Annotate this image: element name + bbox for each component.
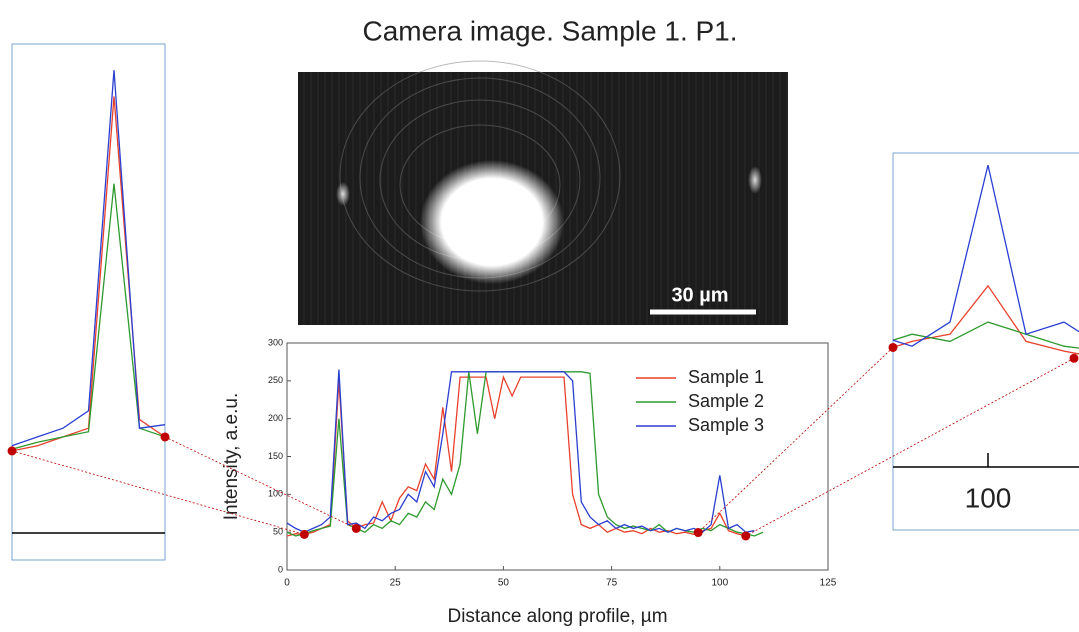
- inset-frame: [11, 43, 166, 561]
- connector: [697, 347, 894, 533]
- range-marker: [299, 529, 309, 539]
- inset-marker: [7, 446, 17, 456]
- side-spot: [336, 182, 350, 206]
- inset-marker: [888, 342, 898, 352]
- y-tick-label: 200: [268, 413, 283, 423]
- series-line: [287, 369, 755, 533]
- legend-label: Sample 3: [688, 415, 764, 435]
- connector: [164, 436, 357, 529]
- inset-x-tick-label: 100: [965, 482, 1012, 513]
- x-tick-label: 0: [284, 578, 290, 589]
- y-tick-label: 300: [268, 337, 283, 347]
- inset-marker: [160, 432, 170, 442]
- x-tick-label: 125: [820, 578, 837, 589]
- x-tick-label: 75: [606, 578, 618, 589]
- beam-spot: [420, 160, 564, 284]
- y-tick-label: 0: [278, 564, 283, 574]
- camera-image: 30 µm: [298, 60, 788, 325]
- x-tick-label: 50: [498, 578, 510, 589]
- legend-label: Sample 2: [688, 391, 764, 411]
- inset-marker: [1069, 353, 1079, 363]
- x-axis-label: Distance along profile, µm: [447, 606, 667, 627]
- range-marker: [741, 531, 751, 541]
- x-tick-label: 25: [390, 578, 402, 589]
- range-marker: [693, 528, 703, 538]
- y-tick-label: 100: [268, 489, 283, 499]
- image-title: Camera image. Sample 1. P1.: [362, 15, 737, 46]
- legend-label: Sample 1: [688, 367, 764, 387]
- y-axis-label: Intensity, a.e.u.: [221, 393, 242, 520]
- scale-label: 30 µm: [671, 284, 728, 306]
- range-marker: [351, 523, 361, 533]
- connector: [11, 450, 305, 535]
- x-tick-label: 100: [711, 578, 728, 589]
- y-tick-label: 250: [268, 375, 283, 385]
- side-spot: [748, 166, 762, 194]
- y-tick-label: 50: [273, 527, 283, 537]
- y-tick-label: 150: [268, 451, 283, 461]
